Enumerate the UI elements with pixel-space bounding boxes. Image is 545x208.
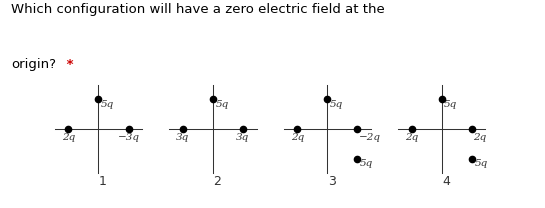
- Text: origin?: origin?: [11, 58, 56, 71]
- Text: 3: 3: [328, 175, 336, 188]
- Text: 5q: 5q: [474, 159, 488, 168]
- Text: 2: 2: [214, 175, 221, 188]
- Text: 5q: 5q: [215, 100, 228, 109]
- Text: 5q: 5q: [101, 100, 114, 109]
- Text: 5q: 5q: [360, 159, 373, 168]
- Text: 3q: 3q: [237, 132, 250, 142]
- Text: −3q: −3q: [118, 132, 140, 142]
- Text: 5q: 5q: [330, 100, 343, 109]
- Text: 2q: 2q: [405, 132, 419, 142]
- Text: Which configuration will have a zero electric field at the: Which configuration will have a zero ele…: [11, 3, 385, 16]
- Text: 1: 1: [99, 175, 107, 188]
- Text: 3q: 3q: [176, 132, 190, 142]
- Text: 2q: 2q: [474, 132, 487, 142]
- Text: 2q: 2q: [62, 132, 75, 142]
- Text: *: *: [62, 58, 73, 71]
- Text: 4: 4: [443, 175, 450, 188]
- Text: 5q: 5q: [444, 100, 457, 109]
- Text: −2q: −2q: [359, 132, 381, 142]
- Text: 2q: 2q: [290, 132, 304, 142]
